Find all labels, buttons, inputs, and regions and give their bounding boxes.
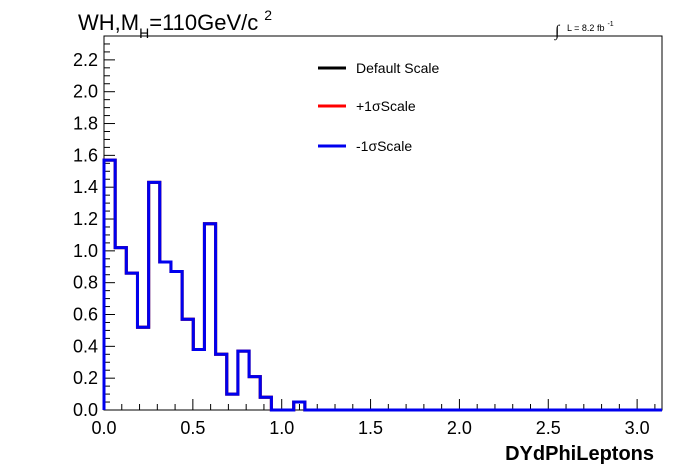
legend-label: -1σScale	[356, 138, 412, 154]
y-tick-label: 0.2	[73, 368, 98, 388]
y-tick-label: 0.6	[73, 305, 98, 325]
x-axis-ticks: 0.0 0.5 1.0 1.5 2.0 2.5 3.0	[91, 399, 656, 438]
legend-label: +1σScale	[356, 98, 416, 114]
x-axis-label: DYdPhiLeptons	[505, 443, 654, 465]
y-tick-label: 0.4	[73, 336, 98, 356]
plot-frame	[103, 35, 663, 411]
series-lines	[102, 158, 662, 412]
y-tick-label: 1.4	[73, 177, 98, 197]
chart-title: WH,MH=110GeV/c 2	[78, 7, 272, 41]
luminosity-label: L = 8.2 fb -1	[567, 21, 614, 33]
x-tick-label: 0.5	[180, 418, 205, 438]
series-line-3	[102, 158, 662, 412]
series-line-2	[102, 158, 662, 412]
series-line-1	[102, 158, 662, 412]
y-tick-label: 0.0	[73, 400, 98, 420]
y-tick-label: 1.8	[73, 114, 98, 134]
x-tick-label: 0.0	[91, 418, 116, 438]
y-tick-label: 1.2	[73, 209, 98, 229]
x-tick-label: 2.0	[447, 418, 472, 438]
y-tick-label: 1.6	[73, 145, 98, 165]
integral-symbol: ∫	[554, 23, 561, 41]
legend: Default Scale +1σScale -1σScale	[318, 60, 439, 154]
x-tick-label: 1.0	[269, 418, 294, 438]
x-tick-label: 2.5	[536, 418, 561, 438]
x-tick-label: 1.5	[358, 418, 383, 438]
y-tick-label: 2.0	[73, 82, 98, 102]
x-tick-label: 3.0	[625, 418, 650, 438]
y-tick-label: 0.8	[73, 273, 98, 293]
y-tick-label: 1.0	[73, 241, 98, 261]
y-tick-label: 2.2	[73, 50, 98, 70]
legend-label: Default Scale	[356, 60, 439, 76]
y-axis-ticks: 0.0 0.2 0.4 0.6 0.8 1.0 1.2 1.4 1.6 1.8 2.0 2.2	[73, 35, 115, 420]
